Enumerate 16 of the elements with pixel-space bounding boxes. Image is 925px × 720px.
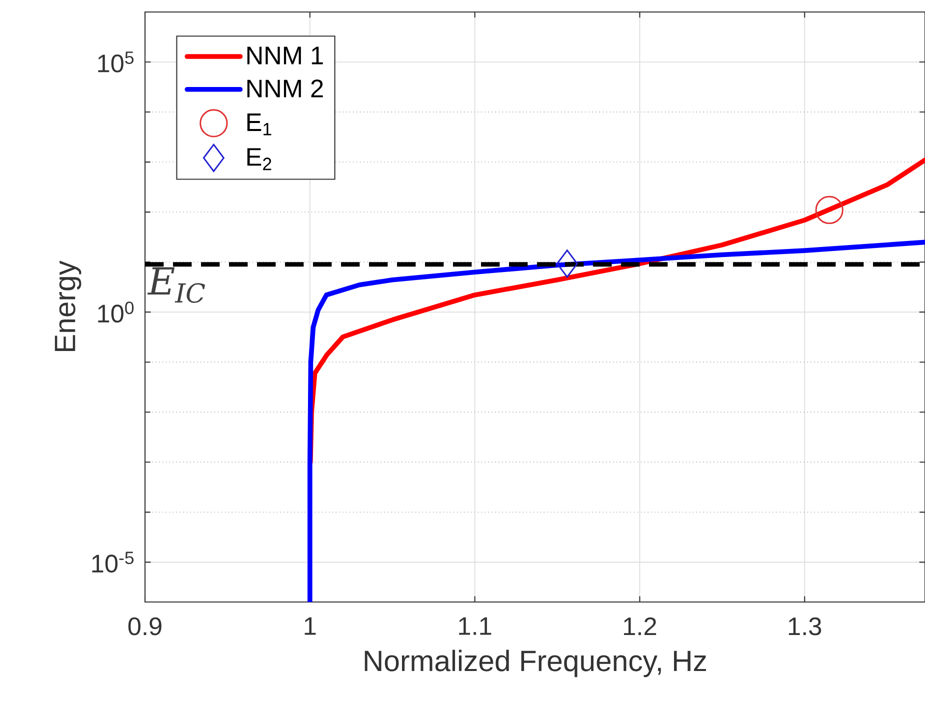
x-tick-label: 0.9 [128,617,162,636]
ref-line-label: E$_{IC}$ [147,267,206,303]
legend-label: NNM 2 [247,80,323,98]
y-tick-label: 10$^{-5}$ [92,552,134,573]
x-axis-title: Normalized Frequency, Hz [364,650,706,678]
legend-label: E$_{1}$ [247,114,272,136]
y-axis-title: Energy [54,260,82,352]
x-tick-label: 1.3 [788,617,822,636]
x-tick-label: 1.1 [459,617,492,635]
x-tick-label: 1 [304,617,316,635]
legend-label: E$_{2}$ [247,148,272,170]
y-tick-label: 10$^{5}$ [98,52,134,72]
legend-label: NNM 1 [247,46,323,64]
y-tick-label: 10$^{0}$ [98,302,134,323]
x-tick-label: 1.2 [624,617,656,636]
line-series [308,240,925,602]
